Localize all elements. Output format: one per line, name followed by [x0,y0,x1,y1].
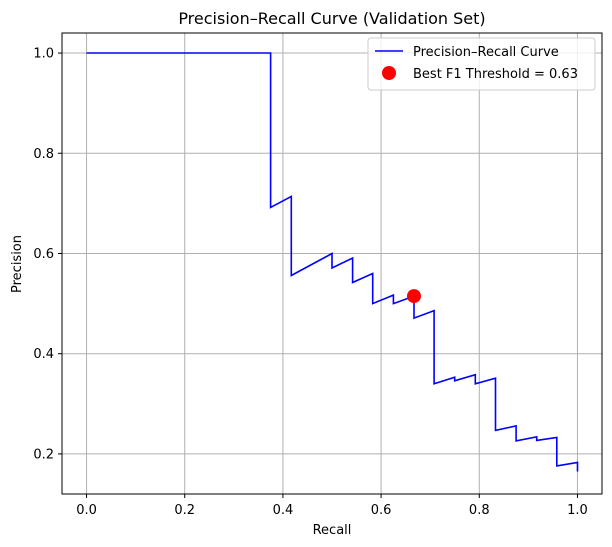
x-tick-label: 0.0 [76,503,97,518]
axis-ticks: 0.0 0.2 0.4 0.6 0.8 1.0 0.2 0.4 0.6 0.8 1.0 [33,47,587,518]
data-layer [86,52,579,472]
x-tick-label: 0.4 [273,503,294,518]
pr-curve-line [86,52,579,472]
y-tick-label: 0.8 [33,147,54,162]
y-tick-label: 0.4 [33,347,54,362]
grid-lines [62,33,602,494]
legend: Precision–Recall Curve Best F1 Threshold… [367,37,596,91]
legend-label-curve: Precision–Recall Curve [413,45,559,60]
y-axis-label: Precision [10,235,25,293]
x-axis-label: Recall [313,523,352,538]
x-tick-label: 0.2 [174,503,195,518]
plot-frame [61,32,603,495]
legend-marker-best-f1 [382,66,396,80]
best-f1-point [406,289,421,304]
y-tick-label: 1.0 [33,47,54,62]
x-tick-label: 0.8 [469,503,490,518]
x-tick-label: 0.6 [371,503,392,518]
legend-box [367,37,596,91]
y-tick-label: 0.6 [33,247,54,262]
x-tick-label: 1.0 [567,503,588,518]
legend-label-best-f1: Best F1 Threshold = 0.63 [413,67,578,82]
chart-title: Precision–Recall Curve (Validation Set) [178,9,485,28]
y-tick-label: 0.2 [33,447,54,462]
